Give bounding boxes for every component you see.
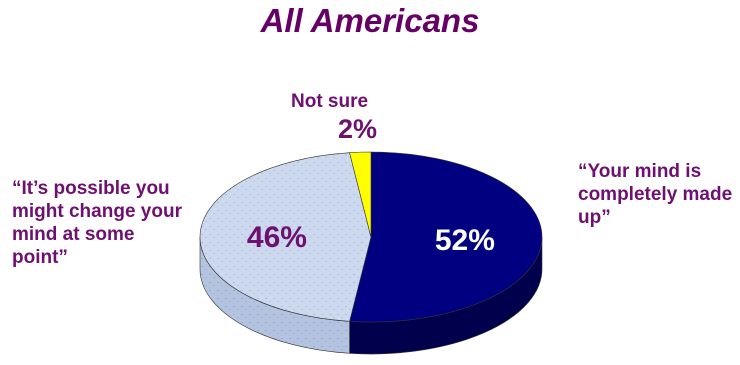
label-possible-change: “It’s possible you might change your min… (12, 178, 182, 268)
pie-slice-1 (199, 152, 372, 322)
pct-label-slice-1: 46% (247, 221, 307, 254)
pct-label-slice-0: 52% (435, 224, 495, 257)
pie-slice-0 (349, 151, 543, 323)
chart-title: All Americans (260, 2, 480, 39)
pie-slice-2 (349, 151, 372, 238)
label-not-sure: Not sure (291, 91, 369, 112)
label-mind-made-up: “Your mind is completely made up” (578, 161, 733, 228)
pct-label-not-sure: 2% (338, 114, 378, 144)
